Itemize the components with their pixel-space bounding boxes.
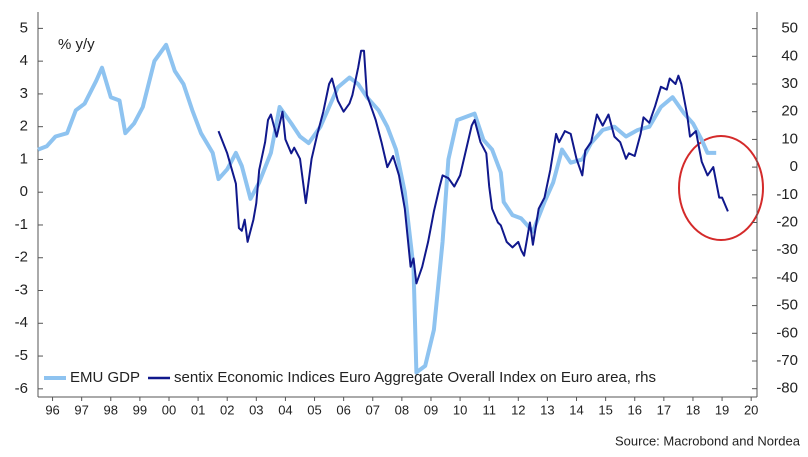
y2-tick-label: -50	[776, 297, 798, 314]
legend-label: EMU GDP	[70, 369, 140, 386]
y-tick-label: -5	[15, 347, 28, 364]
x-tick-label: 12	[511, 402, 525, 417]
x-tick-label: 97	[74, 402, 88, 417]
x-tick-label: 10	[453, 402, 467, 417]
x-tick-label: 01	[191, 402, 205, 417]
y2-tick-label: 10	[781, 130, 798, 147]
y2-tick-label: 0	[790, 158, 798, 175]
y2-tick-label: -10	[776, 186, 798, 203]
legend-label: sentix Economic Indices Euro Aggregate O…	[174, 369, 656, 386]
x-tick-label: 06	[336, 402, 350, 417]
x-tick-label: 17	[657, 402, 671, 417]
y2-tick-label: -20	[776, 213, 798, 230]
y-tick-label: 3	[20, 85, 28, 102]
y-tick-label: 4	[20, 52, 28, 69]
x-tick-label: 16	[628, 402, 642, 417]
x-tick-label: 18	[686, 402, 700, 417]
y-tick-label: 1	[20, 150, 28, 167]
y2-tick-label: -40	[776, 269, 798, 286]
x-tick-label: 02	[220, 402, 234, 417]
x-tick-label: 96	[45, 402, 59, 417]
x-tick-label: 20	[744, 402, 758, 417]
highlight-ellipse	[678, 135, 764, 241]
x-tick-label: 13	[540, 402, 554, 417]
x-tick-label: 14	[569, 402, 583, 417]
y-tick-label: -2	[15, 249, 28, 266]
y-tick-label: -4	[15, 314, 28, 331]
y-axis-label: % y/y	[58, 36, 95, 53]
x-tick-label: 08	[395, 402, 409, 417]
x-tick-label: 07	[366, 402, 380, 417]
x-tick-label: 04	[278, 402, 292, 417]
x-tick-label: 05	[307, 402, 321, 417]
series-line	[217, 49, 729, 285]
x-tick-label: 19	[715, 402, 729, 417]
series-line	[37, 42, 717, 375]
y-tick-label: -1	[15, 216, 28, 233]
y-tick-label: -6	[15, 380, 28, 397]
y2-tick-label: 20	[781, 103, 798, 120]
x-tick-label: 11	[482, 402, 496, 417]
y-tick-label: 2	[20, 118, 28, 135]
y2-tick-label: 30	[781, 75, 798, 92]
y2-tick-label: -70	[776, 352, 798, 369]
y2-tick-label: -60	[776, 324, 798, 341]
y-tick-label: 5	[20, 19, 28, 36]
y2-tick-label: -30	[776, 241, 798, 258]
x-tick-label: 00	[162, 402, 176, 417]
y2-tick-label: -80	[776, 380, 798, 397]
x-tick-label: 09	[424, 402, 438, 417]
x-tick-label: 15	[598, 402, 612, 417]
y2-tick-label: 50	[781, 20, 798, 37]
y2-tick-label: 40	[781, 47, 798, 64]
y-tick-label: 0	[20, 183, 28, 200]
source: Source: Macrobond and Nordea	[615, 433, 801, 448]
x-tick-label: 98	[104, 402, 118, 417]
y-tick-label: -3	[15, 281, 28, 298]
x-tick-label: 03	[249, 402, 263, 417]
x-tick-label: 99	[133, 402, 147, 417]
